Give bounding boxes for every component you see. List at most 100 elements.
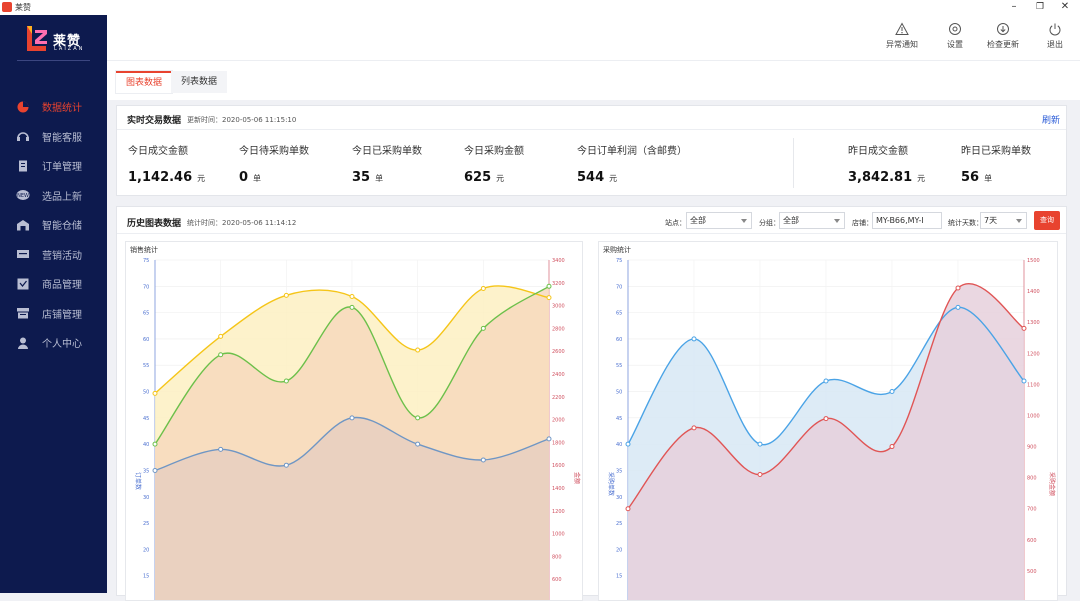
tab-chart-data[interactable]: 图表数据 [116, 71, 173, 93]
data-point[interactable] [349, 304, 355, 310]
data-point[interactable] [283, 462, 289, 468]
data-point[interactable] [415, 441, 421, 447]
restore-button[interactable]: ❐ [1035, 2, 1045, 12]
window-titlebar: 莱赞 – ❐ ✕ [0, 0, 1080, 15]
data-point[interactable] [955, 285, 961, 291]
right-tick-label: 1400 [552, 486, 565, 492]
data-point[interactable] [152, 390, 158, 396]
right-tick-label: 2000 [552, 418, 565, 424]
sidebar-item-store[interactable]: 店铺管理 [0, 299, 107, 329]
data-point[interactable] [349, 415, 355, 421]
chart-title: 采购统计 [603, 245, 631, 254]
left-tick-label: 15 [143, 574, 149, 580]
data-point[interactable] [1021, 325, 1027, 331]
data-point[interactable] [823, 416, 829, 422]
data-point[interactable] [152, 467, 158, 473]
stat-today-sales: 今日成交金额 1,142.46 元 [128, 142, 205, 185]
sidebar-item-order[interactable]: 订单管理 [0, 151, 107, 181]
data-point[interactable] [152, 441, 158, 447]
close-button[interactable]: ✕ [1060, 1, 1070, 12]
data-point[interactable] [625, 441, 631, 447]
store-filter-select[interactable]: MY-B66,MY-I [872, 212, 942, 229]
data-point[interactable] [480, 457, 486, 463]
left-tick-label: 70 [616, 284, 622, 290]
data-point[interactable] [480, 286, 486, 291]
left-tick-label: 30 [143, 495, 149, 501]
campaign-icon [16, 248, 30, 260]
left-tick-label: 55 [143, 363, 149, 369]
stat-today-profit: 今日订单利润（含邮费） 544 元 [577, 142, 687, 185]
data-point[interactable] [691, 425, 697, 431]
stat-label: 今日采购金额 [464, 146, 524, 157]
tab-list-data[interactable]: 列表数据 [171, 71, 228, 93]
left-tick-label: 35 [616, 468, 622, 474]
group-filter-select[interactable]: 全部 [779, 212, 845, 229]
data-point[interactable] [823, 378, 829, 384]
data-point[interactable] [546, 436, 552, 442]
settings-button[interactable]: 设置 [925, 22, 985, 50]
logout-label: 退出 [1047, 40, 1063, 49]
data-point[interactable] [757, 441, 763, 447]
days-filter-value: 7天 [984, 216, 998, 225]
check-update-button[interactable]: 检查更新 [973, 22, 1033, 50]
data-point[interactable] [283, 292, 289, 298]
stat-label: 昨日已采购单数 [961, 146, 1031, 157]
data-point[interactable] [757, 472, 763, 478]
right-tick-label: 1000 [1027, 413, 1040, 419]
sidebar-item-headset[interactable]: 智能客服 [0, 122, 107, 152]
data-point[interactable] [283, 378, 289, 384]
sidebar-item-label: 商品管理 [42, 280, 82, 292]
logout-button[interactable]: 退出 [1025, 22, 1080, 50]
right-tick-label: 2800 [552, 326, 565, 332]
minimize-button[interactable]: – [1011, 1, 1017, 12]
sidebar-item-label: 选品上新 [42, 191, 82, 203]
power-icon [1049, 23, 1061, 36]
data-point[interactable] [415, 347, 421, 353]
data-point[interactable] [955, 304, 961, 310]
sidebar-item-user[interactable]: 个人中心 [0, 328, 107, 358]
left-tick-label: 25 [616, 521, 622, 527]
left-tick-label: 25 [143, 521, 149, 527]
refresh-link[interactable]: 刷新 [1041, 116, 1060, 126]
new-badge-icon: NEW [16, 189, 30, 201]
realtime-update-time: 更新时间：2020-05-06 11:15:10 [187, 116, 297, 124]
data-point[interactable] [1021, 378, 1027, 384]
stat-yesterday-sales: 昨日成交金额 3,842.81 元 [848, 142, 925, 185]
right-tick-label: 700 [1027, 507, 1037, 513]
data-point[interactable] [218, 352, 224, 358]
data-point[interactable] [889, 389, 895, 395]
sidebar-item-warehouse[interactable]: 智能仓储 [0, 210, 107, 240]
left-tick-label: 20 [616, 547, 622, 553]
sidebar-item-campaign[interactable]: 营销活动 [0, 240, 107, 270]
days-filter-select[interactable]: 7天 [980, 212, 1027, 229]
data-point[interactable] [546, 295, 552, 301]
sidebar-item-label: 营销活动 [42, 250, 82, 262]
sidebar-item-product[interactable]: 商品管理 [0, 269, 107, 299]
sidebar-item-new-badge[interactable]: NEW 选品上新 [0, 181, 107, 211]
data-point[interactable] [218, 446, 224, 452]
data-point[interactable] [415, 415, 421, 421]
stat-value: 56 [961, 170, 980, 185]
query-button[interactable]: 查询 [1034, 211, 1060, 230]
data-point[interactable] [349, 293, 355, 299]
data-point[interactable] [625, 506, 631, 512]
chevron-down-icon [741, 219, 747, 223]
data-point[interactable] [480, 325, 486, 331]
alert-notify-button[interactable]: 异常通知 [872, 22, 932, 50]
data-point[interactable] [691, 336, 697, 342]
data-point[interactable] [889, 444, 895, 450]
window-title: 莱赞 [15, 3, 31, 12]
left-axis-label: 采购单数 [607, 472, 615, 496]
data-point[interactable] [546, 283, 552, 289]
sidebar-item-label: 店铺管理 [42, 309, 82, 321]
sidebar-item-pie-chart[interactable]: 数据统计 [0, 92, 107, 122]
site-filter-label: 站点： [665, 219, 686, 227]
store-filter-value: MY-B66,MY-I [876, 216, 924, 225]
site-filter-select[interactable]: 全部 [686, 212, 752, 229]
app-logo-icon [2, 2, 12, 12]
stat-unit: 元 [609, 174, 618, 183]
right-tick-label: 900 [1027, 445, 1037, 451]
left-tick-label: 55 [616, 363, 622, 369]
svg-text:NEW: NEW [17, 193, 29, 199]
data-point[interactable] [218, 333, 224, 339]
